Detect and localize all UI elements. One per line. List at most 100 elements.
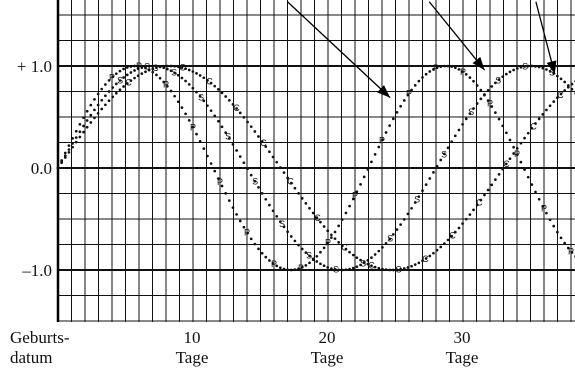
series-point bbox=[457, 226, 461, 230]
series-point bbox=[300, 247, 304, 251]
series-point bbox=[388, 124, 392, 127]
series-point bbox=[359, 258, 362, 262]
series-point bbox=[289, 181, 293, 185]
series-point bbox=[275, 160, 279, 164]
series-point bbox=[406, 93, 410, 97]
series-marker-label: C bbox=[341, 243, 348, 253]
series-point bbox=[443, 242, 446, 245]
series-point bbox=[195, 132, 198, 136]
series-point bbox=[406, 212, 410, 216]
series-point bbox=[136, 64, 140, 68]
series-point bbox=[82, 116, 85, 119]
series-point bbox=[111, 75, 115, 79]
series-point bbox=[74, 140, 78, 144]
series-point bbox=[402, 217, 406, 221]
series-point bbox=[351, 253, 355, 257]
series-point bbox=[220, 125, 224, 129]
series-point bbox=[89, 121, 93, 124]
series-point bbox=[461, 70, 464, 73]
series-point bbox=[286, 268, 289, 272]
series-point bbox=[402, 267, 406, 270]
arrow-head bbox=[377, 85, 391, 98]
series-point bbox=[231, 206, 235, 209]
series-point bbox=[173, 94, 176, 98]
series-point bbox=[537, 65, 541, 69]
series-point bbox=[340, 268, 344, 272]
series-point bbox=[570, 82, 574, 86]
series-point bbox=[107, 90, 111, 93]
series-point bbox=[311, 211, 315, 215]
series-point bbox=[166, 64, 169, 68]
series-point bbox=[151, 64, 155, 68]
series-point bbox=[136, 74, 140, 78]
series-point bbox=[340, 218, 344, 221]
series-point bbox=[198, 95, 202, 98]
series-point bbox=[337, 268, 341, 272]
series-point bbox=[122, 76, 125, 79]
series-point bbox=[202, 99, 206, 103]
series-point bbox=[348, 267, 351, 271]
series-point bbox=[570, 87, 574, 91]
series-marker-label: C bbox=[422, 254, 429, 264]
x-origin-label: Geburts- bbox=[10, 328, 70, 347]
series-point bbox=[67, 148, 71, 151]
series-marker-label: C bbox=[530, 122, 537, 132]
series-point bbox=[461, 123, 464, 126]
series-point bbox=[450, 234, 454, 238]
series-point bbox=[187, 118, 191, 122]
x-tick-unit: Tage bbox=[311, 348, 344, 367]
series-point bbox=[191, 70, 195, 73]
arrow-head bbox=[472, 56, 485, 71]
series-point bbox=[155, 73, 158, 77]
series-point bbox=[257, 247, 260, 251]
series-point bbox=[424, 183, 428, 186]
series-point bbox=[541, 66, 545, 70]
series-marker-label: S bbox=[117, 75, 123, 85]
series-point bbox=[381, 245, 384, 249]
series-point bbox=[494, 178, 497, 181]
series-point bbox=[253, 242, 257, 246]
series-point bbox=[187, 83, 191, 86]
series-point bbox=[384, 268, 388, 271]
series-point bbox=[566, 246, 570, 250]
series-point bbox=[74, 136, 78, 139]
series-point bbox=[552, 100, 556, 103]
x-tick-label: 20 bbox=[319, 328, 336, 347]
series-point bbox=[344, 211, 348, 215]
series-marker-label: C bbox=[260, 138, 267, 148]
series-point bbox=[271, 209, 275, 213]
series-point bbox=[125, 73, 129, 77]
series-point bbox=[417, 79, 421, 83]
series-marker-label: S bbox=[144, 61, 150, 71]
series-point bbox=[93, 98, 96, 101]
series-point bbox=[235, 107, 238, 110]
series-point bbox=[286, 176, 289, 180]
series-point bbox=[180, 66, 184, 69]
series-point bbox=[202, 147, 206, 150]
series-point bbox=[63, 154, 67, 158]
series-point bbox=[308, 254, 311, 258]
series-marker-label: C bbox=[395, 265, 402, 275]
series-point bbox=[523, 136, 526, 140]
series-point bbox=[439, 245, 443, 249]
series-point bbox=[370, 264, 373, 268]
series-point bbox=[78, 135, 82, 139]
series-marker-label: S bbox=[333, 265, 339, 275]
series-point bbox=[257, 135, 260, 138]
series-point bbox=[490, 85, 494, 88]
series-point bbox=[293, 239, 297, 243]
series-point bbox=[144, 65, 147, 69]
series-point bbox=[169, 64, 173, 68]
series-point bbox=[446, 64, 450, 68]
series-point bbox=[424, 72, 428, 76]
series-point bbox=[176, 65, 180, 69]
series-point bbox=[158, 76, 162, 80]
series-point bbox=[548, 218, 552, 222]
series-marker-label: C bbox=[368, 261, 375, 271]
series-point bbox=[82, 130, 85, 134]
series-point bbox=[129, 71, 133, 74]
series-point bbox=[384, 131, 388, 134]
series-point bbox=[155, 66, 158, 70]
series-point bbox=[209, 81, 213, 85]
series-point bbox=[227, 199, 231, 202]
